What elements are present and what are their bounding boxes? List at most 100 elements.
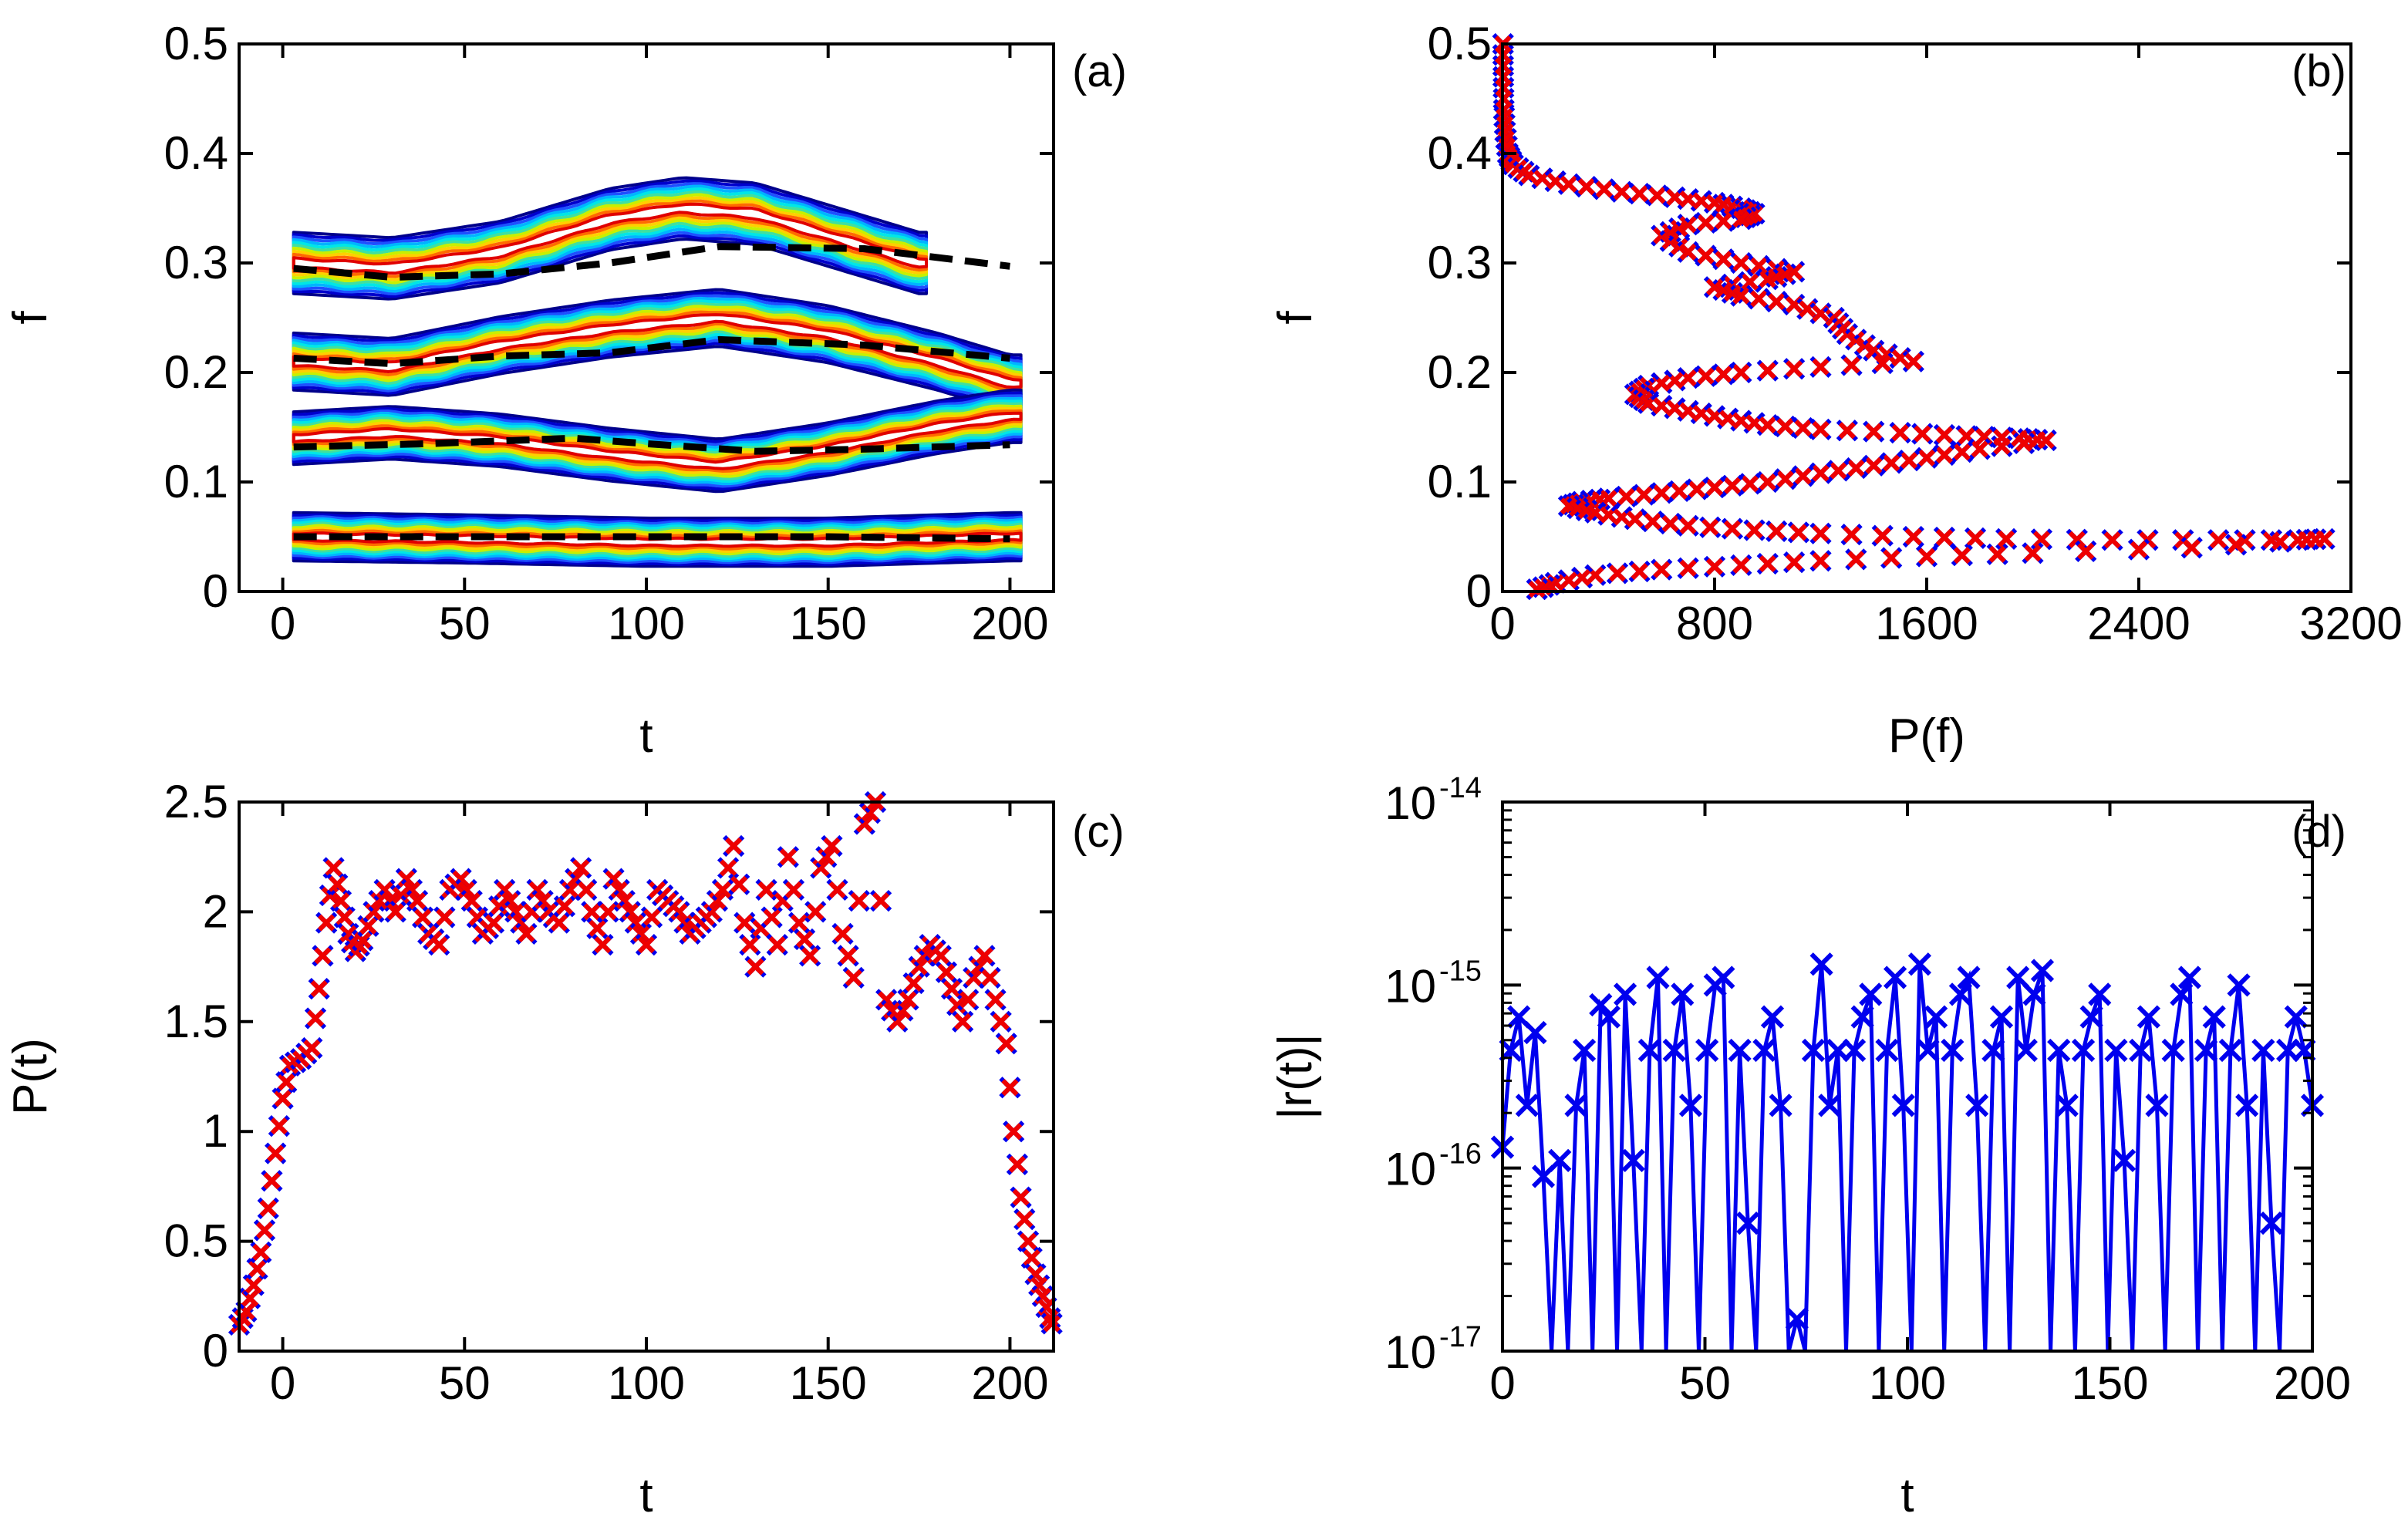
y-tick-label: 1 [203,1105,228,1157]
pt-point-red [365,903,383,921]
y-tick-label: 0.1 [164,456,228,507]
pt-point-red [599,903,617,921]
pt-point-red [1043,1315,1061,1333]
pt-point-red [534,892,551,910]
pf-point-red [1776,470,1794,488]
panel-a-xlabel: t [639,709,653,763]
panel-c-label: (c) [1072,807,1125,857]
pf-point-red [1679,517,1697,534]
y-tick-label: 0.5 [1428,18,1492,69]
residual-point [1736,1211,1760,1235]
residual-point [1621,1148,1645,1172]
ridge-3-dashed-line [293,335,1010,368]
pt-point-red [321,886,339,905]
x-tick-label: 0 [270,598,295,649]
pt-point-red [703,903,720,921]
pf-point-red [1900,451,1918,470]
pf-point-red [1732,363,1750,382]
pf-point-red [1786,360,1803,378]
x-tick-label: 150 [2071,1357,2148,1409]
y-tick-label: 2 [203,885,228,937]
pt-point-red [528,881,546,899]
pt-point-red [812,859,830,877]
residual-point [1613,982,1637,1006]
residual-point [2177,966,2202,989]
pf-point-red [1688,480,1706,498]
pf-point-red [1741,273,1759,291]
pt-point-red [757,881,775,899]
pt-point-red [986,991,1004,1009]
panel-a-axes: 0 50 100 150 200 0 0.1 0.2 0.3 0.4 0.5 [164,18,1054,649]
pf-point-red [1935,426,1954,444]
pt-point-red [507,903,524,921]
band-1-contour-1 [292,513,1023,566]
band-2-contour-6 [292,404,1023,478]
residual-point [1801,1038,1826,1063]
residual-point [1671,982,1695,1006]
y-tick-label: 0.2 [164,346,228,398]
pt-point-red [354,932,372,949]
pt-point-red [905,974,922,992]
residual-point [1850,1005,1874,1029]
pt-point-red [303,1039,321,1057]
residual-point [1842,1038,1867,1063]
y-tick-label: 0 [203,1325,228,1377]
pf-point-red [1732,287,1750,305]
residual-point [2161,1038,2185,1063]
band-1-contour-3 [292,517,1023,562]
pf-point-red [1838,325,1857,343]
pf-point-red [1883,549,1900,567]
residual-point [1809,952,1833,976]
residual-point [1875,1038,1899,1063]
pt-point-red [594,935,612,954]
band-2-contour-3 [292,396,1023,486]
pf-point-red [1759,473,1776,491]
panel-c-axes: 0 50 100 150 200 0 0.5 1 1.5 2 2.5 [164,776,1054,1409]
pf-point-red [1993,437,2011,455]
pt-point-red [589,919,606,937]
pf-point-red [1794,467,1812,485]
x-tick-label: 200 [2274,1357,2351,1409]
pt-point-red [332,892,350,910]
residual-point [1572,1038,1597,1063]
panel-b: 0 800 1600 2400 3200 0 0.1 0.2 0.3 0.4 0.5 (b) P(f… [1269,18,2403,763]
pf-point-red [1812,358,1830,376]
pt-point-red [1012,1188,1030,1206]
y-tick-base: 10 [1384,960,1436,1012]
residual-point [2218,1038,2243,1063]
pf-point-red [1613,183,1631,201]
pt-point-red [572,859,590,877]
panel-d-xlabel: t [1900,1469,1914,1522]
x-tick-label: 200 [971,1357,1048,1409]
pf-point-red [1705,558,1724,575]
pf-point-red [1917,548,1936,565]
x-tick-label: 50 [439,598,491,649]
pt-point-red [719,859,737,877]
pt-point-red [561,881,579,899]
band-4-contour-2 [292,182,928,295]
pf-point-red [1635,486,1653,504]
pf-point-red [1631,184,1648,203]
y-tick-exponent: -16 [1439,1138,1482,1171]
pf-point-red [1723,477,1742,494]
residual-point [1891,1094,1915,1117]
pf-point-red [1653,227,1671,244]
residual-point [1523,1020,1547,1045]
pf-point-red [2236,531,2254,549]
pf-point-red [1697,247,1715,265]
y-tick-label: 1.5 [164,996,228,1047]
pt-point-red [790,914,808,932]
pt-point-red [518,925,535,943]
pf-point-red [1786,554,1803,571]
pf-point-red [1617,487,1635,506]
residual-point [1515,1094,1539,1117]
pt-point-red [318,914,336,932]
pt-point-red [992,1013,1010,1030]
x-tick-label: 0 [1489,598,1515,649]
pt-point-red [670,903,688,921]
pt-point-red [899,991,917,1009]
band-1-contour-7 [292,526,1023,554]
band-2-contour-9 [292,411,1023,470]
band-4-contour-0 [292,176,928,301]
panel-b-axes: 0 800 1600 2400 3200 0 0.1 0.2 0.3 0.4 0.5 [1428,18,2403,649]
